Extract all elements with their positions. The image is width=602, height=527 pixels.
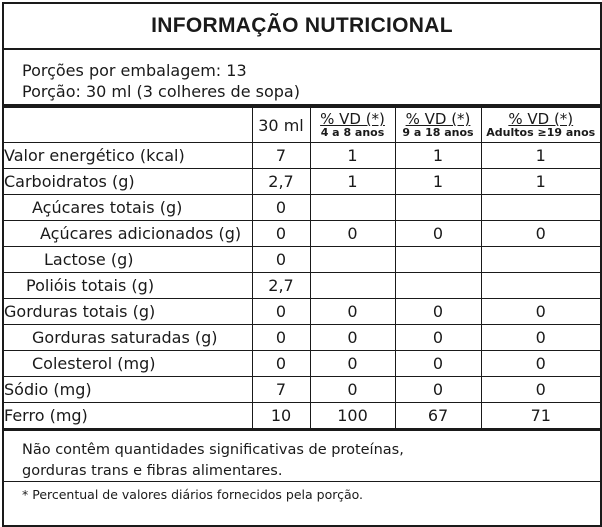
portion-value: 2,7 [251, 272, 311, 299]
vd-age-group: Adultos ≥19 anos [486, 126, 596, 139]
nutrient-name: Açúcares totais (g) [4, 194, 253, 221]
vd-value-4-8: 0 [309, 376, 396, 403]
nutrient-name: Gorduras totais (g) [4, 298, 253, 325]
vd-value-4-8: 1 [309, 168, 396, 195]
nutrient-name: Colesterol (mg) [4, 350, 253, 377]
vd-value-9-18: 1 [394, 142, 482, 169]
vd-value-adults: 0 [480, 350, 600, 377]
vd-value-adults [480, 246, 600, 273]
nutrient-name: Gorduras saturadas (g) [4, 324, 253, 351]
portions-per-package: Porções por embalagem: 13 [22, 61, 247, 80]
portion-value: 0 [251, 298, 311, 325]
label-title: INFORMAÇÃO NUTRICIONAL [4, 4, 600, 50]
table-row: Gorduras totais (g) 0 0 0 0 [4, 298, 600, 325]
vd-age-group: 9 a 18 anos [402, 126, 474, 139]
vd-value-4-8: 1 [309, 142, 396, 169]
vd-value-4-8 [309, 194, 396, 221]
nutrient-name: Lactose (g) [4, 246, 253, 273]
table-row: Sódio (mg) 7 0 0 0 [4, 376, 600, 403]
portion-value: 0 [251, 350, 311, 377]
table-row: Valor energético (kcal) 7 1 1 1 [4, 142, 600, 169]
not-significant-note: Não contêm quantidades significativas de… [4, 429, 600, 481]
vd-value-4-8 [309, 246, 396, 273]
nutrient-name: Polióis totais (g) [4, 272, 253, 299]
table-row: Gorduras saturadas (g) 0 0 0 0 [4, 324, 600, 351]
vd-value-9-18: 67 [394, 402, 482, 429]
note-line: Não contêm quantidades significativas de… [22, 442, 404, 458]
vd-label: % VD (*) [320, 110, 385, 128]
vd-value-adults [480, 272, 600, 299]
nutrient-name: Carboidratos (g) [4, 168, 253, 195]
vd-value-4-8 [309, 272, 396, 299]
header-vd-adults: % VD (*) Adultos ≥19 anos [480, 107, 600, 143]
header-portion: 30 ml [251, 107, 311, 143]
vd-value-4-8: 0 [309, 298, 396, 325]
table-row: Ferro (mg) 10 100 67 71 [4, 402, 600, 429]
vd-value-4-8: 100 [309, 402, 396, 429]
vd-value-9-18: 0 [394, 298, 482, 325]
nutrient-name: Açúcares adicionados (g) [4, 220, 253, 247]
note-line: gorduras trans e fibras alimentares. [22, 463, 283, 479]
vd-value-4-8: 0 [309, 350, 396, 377]
vd-value-9-18: 0 [394, 376, 482, 403]
vd-value-9-18 [394, 272, 482, 299]
portion-value: 0 [251, 194, 311, 221]
vd-value-9-18: 0 [394, 220, 482, 247]
vd-value-9-18 [394, 194, 482, 221]
footnote: * Percentual de valores diários fornecid… [4, 481, 600, 502]
portion-value: 10 [251, 402, 311, 429]
table-row: Polióis totais (g) 2,7 [4, 272, 600, 299]
vd-value-9-18: 0 [394, 350, 482, 377]
portion-value: 7 [251, 376, 311, 403]
vd-value-adults: 0 [480, 376, 600, 403]
vd-value-4-8: 0 [309, 220, 396, 247]
header-vd-4-8: % VD (*) 4 a 8 anos [309, 107, 396, 143]
portion-value: 7 [251, 142, 311, 169]
table-row: Açúcares adicionados (g) 0 0 0 0 [4, 220, 600, 247]
table-row: Lactose (g) 0 [4, 246, 600, 273]
header-nutrient [4, 107, 253, 143]
vd-value-adults: 0 [480, 220, 600, 247]
vd-value-adults: 1 [480, 142, 600, 169]
portion-value: 0 [251, 220, 311, 247]
vd-value-adults: 0 [480, 298, 600, 325]
portion-value: 2,7 [251, 168, 311, 195]
vd-value-adults: 71 [480, 402, 600, 429]
nutrition-table: 30 ml % VD (*) 4 a 8 anos % VD (*) 9 a 1… [4, 107, 600, 429]
portion-value: 0 [251, 324, 311, 351]
nutrient-name: Valor energético (kcal) [4, 142, 253, 169]
vd-age-group: 4 a 8 anos [320, 126, 385, 139]
vd-value-4-8: 0 [309, 324, 396, 351]
vd-value-adults: 0 [480, 324, 600, 351]
serving-size: Porção: 30 ml (3 colheres de sopa) [22, 82, 300, 101]
nutrient-name: Ferro (mg) [4, 402, 253, 429]
vd-value-adults [480, 194, 600, 221]
table-header-row: 30 ml % VD (*) 4 a 8 anos % VD (*) 9 a 1… [4, 107, 600, 143]
table-row: Açúcares totais (g) 0 [4, 194, 600, 221]
portion-value: 0 [251, 246, 311, 273]
header-vd-9-18: % VD (*) 9 a 18 anos [394, 107, 482, 143]
table-row: Carboidratos (g) 2,7 1 1 1 [4, 168, 600, 195]
vd-value-9-18: 0 [394, 324, 482, 351]
table-row: Colesterol (mg) 0 0 0 0 [4, 350, 600, 377]
vd-value-adults: 1 [480, 168, 600, 195]
vd-label: % VD (*) [508, 110, 574, 128]
vd-label: % VD (*) [405, 110, 471, 128]
vd-value-9-18: 1 [394, 168, 482, 195]
portion-info: Porções por embalagem: 13 Porção: 30 ml … [4, 50, 600, 107]
vd-value-9-18 [394, 246, 482, 273]
nutrient-name: Sódio (mg) [4, 376, 253, 403]
